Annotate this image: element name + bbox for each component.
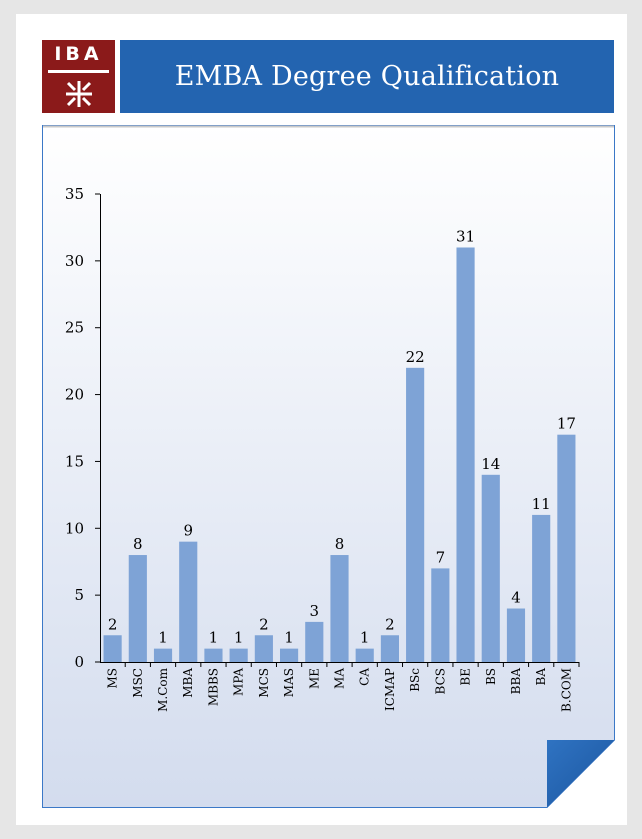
panel-background bbox=[42, 125, 615, 808]
iba-logo: IBA bbox=[42, 40, 115, 113]
x-tick-label: MA bbox=[333, 668, 347, 689]
page-fold bbox=[547, 740, 615, 808]
x-tick-label: MAS bbox=[282, 668, 296, 697]
bar bbox=[506, 608, 526, 662]
bar bbox=[456, 247, 475, 662]
x-tick-label: BE bbox=[459, 668, 473, 686]
bar bbox=[406, 367, 425, 662]
x-tick-label: BS bbox=[484, 668, 498, 685]
y-tick-label: 35 bbox=[65, 185, 84, 203]
bar bbox=[380, 635, 399, 662]
data-label: 8 bbox=[335, 535, 345, 553]
x-tick-label: BCS bbox=[433, 668, 447, 694]
x-tick-label: MSC bbox=[131, 668, 145, 698]
data-label: 4 bbox=[511, 589, 521, 607]
bar bbox=[128, 555, 147, 662]
bar bbox=[330, 555, 349, 662]
y-tick-label: 5 bbox=[74, 586, 84, 604]
x-tick-label: ME bbox=[307, 668, 321, 689]
bar bbox=[532, 514, 551, 662]
y-tick-label: 0 bbox=[74, 653, 84, 671]
x-tick-label: CA bbox=[358, 668, 372, 686]
page-title: EMBA Degree Qualification bbox=[174, 61, 560, 92]
x-tick-label: B.COM bbox=[559, 668, 573, 712]
data-label: 1 bbox=[158, 629, 168, 647]
bar bbox=[254, 635, 273, 662]
bar bbox=[204, 648, 223, 662]
x-tick-label: BA bbox=[534, 668, 548, 686]
bar bbox=[103, 635, 122, 662]
bar-chart: 0 5 10 15 20 25 30 35 2 MS 8 MSC 1 M.Com 9 MBA 1 MBBS 1 MPA… bbox=[65, 185, 580, 712]
x-tick-label: MPA bbox=[232, 668, 246, 696]
data-label: 9 bbox=[183, 522, 193, 540]
title-bar: EMBA Degree Qualification bbox=[120, 40, 614, 113]
x-tick-label: M.Com bbox=[156, 667, 170, 712]
data-label: 1 bbox=[234, 629, 244, 647]
bar bbox=[153, 648, 173, 662]
logo-divider bbox=[48, 70, 109, 73]
x-tick-label: MBBS bbox=[206, 668, 220, 706]
data-label: 1 bbox=[209, 629, 219, 647]
x-tick-label: BSc bbox=[408, 668, 422, 692]
y-tick-label: 10 bbox=[65, 519, 84, 537]
slide-page: IBA EMBA Degree Qualification bbox=[16, 14, 627, 825]
bar bbox=[355, 648, 374, 662]
bar bbox=[431, 568, 450, 662]
bar bbox=[280, 648, 299, 662]
data-label: 11 bbox=[532, 495, 551, 513]
data-label: 2 bbox=[259, 615, 269, 633]
y-tick-label: 25 bbox=[65, 319, 84, 337]
bar bbox=[305, 621, 324, 662]
x-tick-label: MS bbox=[106, 668, 120, 689]
bar bbox=[179, 541, 198, 662]
data-label: 14 bbox=[481, 455, 500, 473]
x-tick-label: ICMAP bbox=[383, 668, 397, 711]
chart-panel: 0 5 10 15 20 25 30 35 2 MS 8 MSC 1 M.Com 9 MBA 1 MBBS 1 MPA… bbox=[42, 125, 615, 808]
data-label: 17 bbox=[557, 415, 576, 433]
bar bbox=[557, 434, 576, 662]
data-label: 2 bbox=[385, 615, 395, 633]
x-tick-label: MCS bbox=[257, 668, 271, 698]
data-label: 2 bbox=[108, 615, 118, 633]
logo-emblem-icon bbox=[66, 81, 92, 107]
bar bbox=[481, 474, 500, 662]
bar bbox=[229, 648, 248, 662]
x-tick-label: BBA bbox=[509, 668, 523, 695]
x-tick-label: MBA bbox=[181, 668, 195, 698]
data-label: 1 bbox=[360, 629, 370, 647]
y-tick-label: 20 bbox=[65, 386, 84, 404]
data-label: 22 bbox=[406, 348, 425, 366]
data-label: 1 bbox=[284, 629, 294, 647]
data-label: 3 bbox=[310, 602, 320, 620]
data-label: 8 bbox=[133, 535, 143, 553]
data-label: 7 bbox=[436, 548, 446, 566]
data-label: 31 bbox=[456, 227, 475, 245]
y-tick-label: 15 bbox=[65, 452, 84, 470]
y-tick-label: 30 bbox=[65, 252, 84, 270]
logo-text: IBA bbox=[54, 43, 103, 65]
